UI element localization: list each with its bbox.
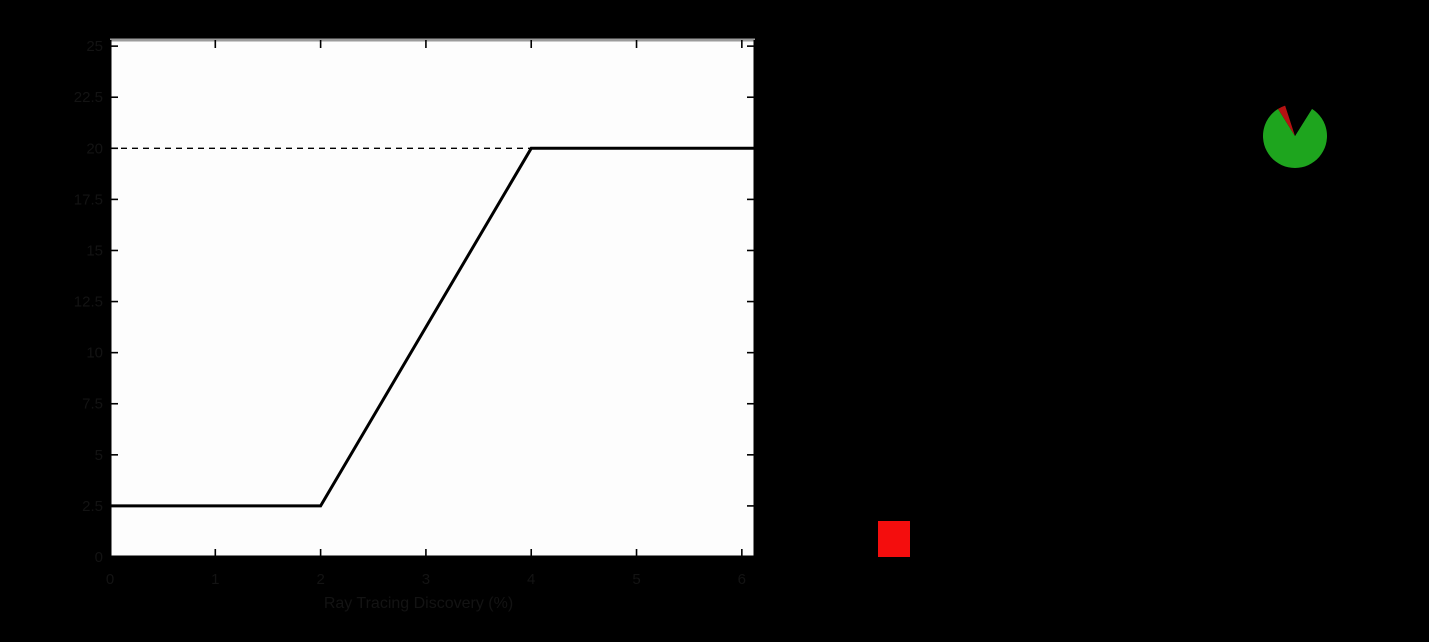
- y-tick-label: 2.5: [82, 498, 103, 515]
- x-tick-label: 3: [422, 571, 430, 588]
- y-tick-label: 22.5: [74, 89, 103, 106]
- y-tick-label: 15: [86, 242, 103, 259]
- pie-slice-black-notch: [1285, 104, 1312, 136]
- x-tick-label: 2: [316, 571, 324, 588]
- plot-area: [110, 40, 755, 557]
- y-tick-label: 25: [86, 38, 103, 55]
- x-axis-label-text: Ray Tracing Discovery (%): [324, 595, 513, 612]
- x-axis-label: Ray Tracing Discovery (%): [324, 595, 513, 612]
- y-tick-label: 10: [86, 345, 103, 362]
- red-square: [878, 521, 910, 557]
- line-series: [110, 146, 755, 508]
- y-tick-label: 0: [95, 549, 103, 566]
- axis-tick-labels: 0 1 2 3 4 5 6 0 2.5 5 7.5 10 12.5 15 17.5 20 22.5 25: [74, 38, 746, 588]
- x-tick-label: 6: [738, 571, 746, 588]
- y-tick-label: 20: [86, 140, 103, 157]
- axis-ticks: [109, 40, 755, 558]
- x-tick-label: 4: [527, 571, 535, 588]
- pie-slice-red-sliver: [1278, 105, 1295, 136]
- y-tick-label: 5: [95, 447, 103, 464]
- ramp-curve: [110, 146, 755, 508]
- line-axes: [108, 38, 757, 559]
- x-tick-label: 1: [211, 571, 219, 588]
- x-tick-label: 5: [632, 571, 640, 588]
- y-tick-label: 17.5: [74, 191, 103, 208]
- pie-slice-green-portion: [1263, 108, 1328, 168]
- x-tick-label: 0: [106, 571, 114, 588]
- y-tick-label: 7.5: [82, 396, 103, 413]
- y-tick-label: 12.5: [74, 294, 103, 311]
- pie-marker: [1263, 104, 1328, 168]
- red-square-swatch: [878, 521, 910, 557]
